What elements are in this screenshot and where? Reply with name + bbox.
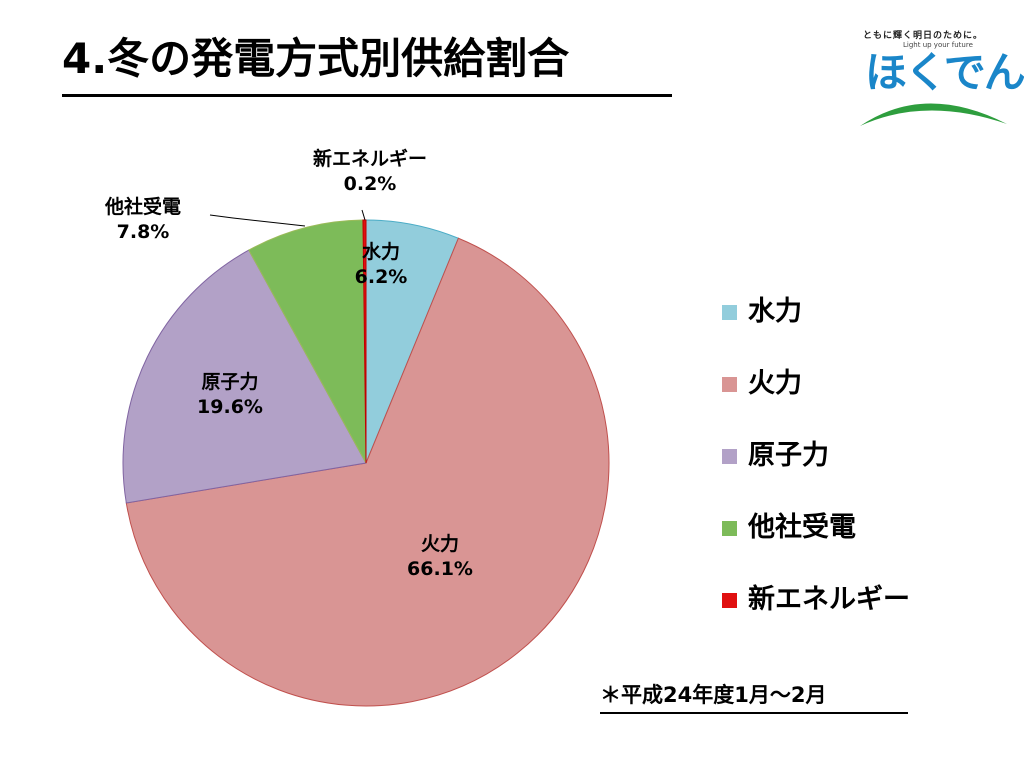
slice-label-nuclear: 原子力 19.6% <box>175 370 285 419</box>
footnote-underline <box>600 712 908 714</box>
slice-label-other-company: 他社受電 7.8% <box>78 195 208 244</box>
slice-name: 水力 <box>361 241 400 263</box>
legend-label: 水力 <box>748 296 802 327</box>
slice-percent: 7.8% <box>116 220 170 243</box>
legend-swatch <box>722 593 737 608</box>
logo-tagline-en: Light up your future <box>903 41 973 49</box>
slice-name: 原子力 <box>201 371 259 393</box>
logo-brand-text: ほくでん <box>865 48 1024 97</box>
legend-swatch <box>722 449 737 464</box>
slice-name: 新エネルギー <box>312 148 427 170</box>
slice-name: 他社受電 <box>104 196 181 218</box>
pie-slice-other-company <box>248 219 367 464</box>
legend-swatch <box>722 521 737 536</box>
slice-label-hydro: 水力 6.2% <box>351 240 411 289</box>
slice-label-thermal: 火力 66.1% <box>390 532 490 581</box>
logo-tagline-jp: ともに輝く明日のために。 <box>863 31 984 41</box>
pie-slice-new-energy <box>362 219 367 464</box>
legend-label: 原子力 <box>748 440 829 471</box>
slice-percent: 0.2% <box>343 172 397 195</box>
slice-name: 火力 <box>420 533 459 555</box>
footnote: ＊平成24年度1月～2月 <box>600 683 827 707</box>
leader-line-new-energy <box>361 209 366 221</box>
slice-label-new-energy: 新エネルギー 0.2% <box>270 147 470 196</box>
pie-slice-thermal <box>125 237 610 707</box>
slice-percent: 19.6% <box>197 395 263 418</box>
legend-label: 火力 <box>748 368 802 399</box>
company-logo: ともに輝く明日のために。 Light up your future ほくでん <box>855 22 1024 132</box>
legend-label: 他社受電 <box>748 512 856 543</box>
slice-percent: 66.1% <box>407 557 473 580</box>
title-underline <box>62 94 672 97</box>
slice-percent: 6.2% <box>354 265 408 288</box>
logo-swoosh-icon <box>860 103 1007 126</box>
pie-slice-nuclear <box>122 249 367 504</box>
leader-line-other-company <box>209 214 306 227</box>
legend-label: 新エネルギー <box>748 584 910 615</box>
legend-swatch <box>722 377 737 392</box>
legend-swatch <box>722 305 737 320</box>
slide-title: 4.冬の発電方式別供給割合 <box>62 34 570 83</box>
